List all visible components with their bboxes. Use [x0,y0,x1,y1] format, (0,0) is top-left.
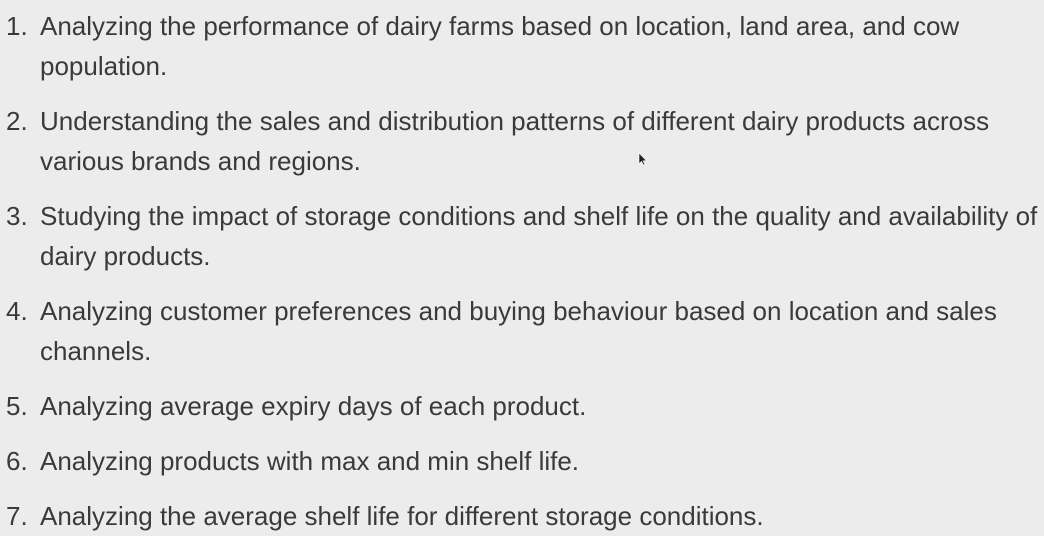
list-item: 1. Analyzing the performance of dairy fa… [0,6,1044,86]
list-item: 5. Analyzing average expiry days of each… [0,386,1044,426]
mouse-pointer-icon [638,152,648,166]
item-number: 6. [6,446,28,476]
list-item: 6. Analyzing products with max and min s… [0,441,1044,481]
list-item: 2. Understanding the sales and distribut… [0,101,1044,181]
item-text: Analyzing customer preferences and buyin… [40,296,997,366]
item-text: Understanding the sales and distribution… [40,106,990,176]
item-text: Analyzing products with max and min shel… [40,446,580,476]
item-text: Studying the impact of storage condition… [40,201,1038,271]
item-number: 3. [6,201,28,231]
list-item: 7. Analyzing the average shelf life for … [0,496,1044,536]
item-text: Analyzing the average shelf life for dif… [40,501,764,531]
list-item: 4. Analyzing customer preferences and bu… [0,291,1044,371]
objectives-list: 1. Analyzing the performance of dairy fa… [0,6,1044,536]
item-number: 4. [6,296,28,326]
list-item: 3. Studying the impact of storage condit… [0,196,1044,276]
item-number: 1. [6,11,28,41]
item-number: 2. [6,106,28,136]
item-text: Analyzing the performance of dairy farms… [40,11,960,81]
item-number: 5. [6,391,28,421]
item-text: Analyzing average expiry days of each pr… [40,391,587,421]
item-number: 7. [6,501,28,531]
